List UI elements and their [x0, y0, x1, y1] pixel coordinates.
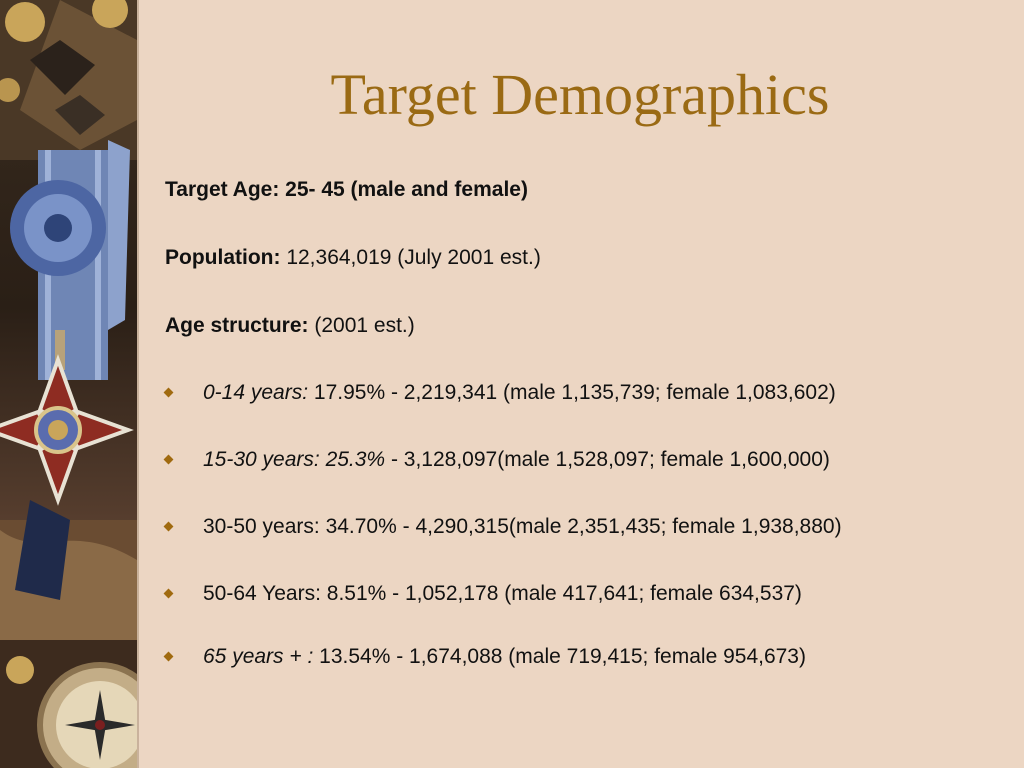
age-structure-line: Age structure: (2001 est.)	[165, 314, 415, 338]
slide-title: Target Demographics	[330, 62, 830, 127]
bullet-italic-text: 15-30 years: 25.3%	[203, 448, 386, 471]
age-structure-label: Age structure:	[165, 314, 309, 337]
target-age-line: Target Age: 25- 45 (male and female)	[165, 178, 528, 201]
bullet-italic-text: 65 years + :	[203, 645, 314, 668]
bullet-text: - 3,128,097(male 1,528,097; female 1,600…	[385, 448, 830, 471]
population-label: Population:	[165, 246, 281, 269]
bullet-text: 50-64 Years: 8.51% - 1,052,178 (male 417…	[203, 582, 802, 605]
bullet-italic-text: 0-14 years:	[203, 381, 309, 404]
bullet-text: 30-50 years: 34.70% - 4,290,315(male 2,3…	[203, 515, 842, 538]
age-structure-value: (2001 est.)	[308, 314, 415, 337]
bullet-text: 13.54% - 1,674,088 (male 719,415; female…	[313, 645, 806, 668]
population-line: Population: 12,364,019 (July 2001 est.)	[165, 246, 541, 270]
side-divider	[137, 0, 139, 768]
diamond-bullet-icon	[163, 651, 174, 662]
decorative-medal-image	[0, 0, 137, 768]
diamond-bullet-icon	[163, 387, 174, 398]
population-value: 12,364,019 (July 2001 est.)	[280, 246, 541, 269]
diamond-bullet-icon	[163, 588, 174, 599]
diamond-bullet-icon	[163, 521, 174, 532]
diamond-bullet-icon	[163, 454, 174, 465]
bullet-text: 17.95% - 2,219,341 (male 1,135,739; fema…	[308, 381, 836, 404]
